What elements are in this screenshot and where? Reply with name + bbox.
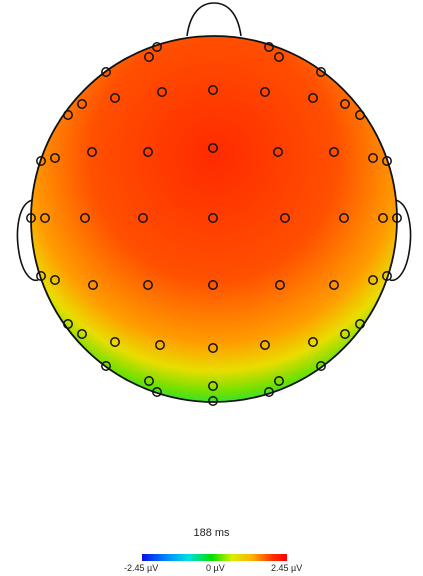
electrode-marker bbox=[88, 280, 98, 290]
electrode-marker bbox=[144, 52, 154, 62]
electrode-marker bbox=[273, 147, 283, 157]
electrode-marker bbox=[329, 147, 339, 157]
electrode-marker bbox=[138, 213, 148, 223]
electrode-marker bbox=[355, 319, 365, 329]
color-scale-min-label: -2.45 µV bbox=[124, 563, 159, 573]
electrode-marker bbox=[152, 387, 162, 397]
electrode-marker bbox=[368, 275, 378, 285]
electrode-marker bbox=[264, 387, 274, 397]
electrode-marker bbox=[308, 93, 318, 103]
nose-outline bbox=[186, 2, 242, 37]
electrode-marker bbox=[339, 213, 349, 223]
electrode-marker bbox=[208, 213, 218, 223]
electrode-marker bbox=[77, 329, 87, 339]
head-outline bbox=[30, 35, 398, 403]
electrode-marker bbox=[208, 280, 218, 290]
electrode-marker bbox=[274, 376, 284, 386]
electrode-marker bbox=[63, 319, 73, 329]
scalp-potential-map bbox=[31, 36, 397, 402]
electrode-marker bbox=[36, 156, 46, 166]
electrode-marker bbox=[110, 93, 120, 103]
electrode-marker bbox=[368, 153, 378, 163]
electrode-marker bbox=[264, 42, 274, 52]
electrode-marker bbox=[280, 213, 290, 223]
electrode-marker bbox=[143, 147, 153, 157]
color-scale-bar bbox=[142, 554, 287, 561]
electrode-marker bbox=[316, 67, 326, 77]
electrode-marker bbox=[355, 110, 365, 120]
electrode-marker bbox=[275, 280, 285, 290]
electrode-marker bbox=[274, 52, 284, 62]
electrode-marker bbox=[155, 340, 165, 350]
electrode-marker bbox=[308, 337, 318, 347]
electrode-marker bbox=[87, 147, 97, 157]
electrode-marker bbox=[63, 110, 73, 120]
electrode-marker bbox=[260, 340, 270, 350]
electrode-marker bbox=[208, 143, 218, 153]
electrode-marker bbox=[143, 280, 153, 290]
electrode-marker bbox=[77, 99, 87, 109]
electrode-marker bbox=[50, 275, 60, 285]
electrode-marker bbox=[101, 67, 111, 77]
electrode-marker bbox=[26, 213, 36, 223]
electrode-marker bbox=[101, 361, 111, 371]
electrode-marker bbox=[110, 337, 120, 347]
latency-label: 188 ms bbox=[193, 527, 230, 539]
electrode-marker bbox=[208, 381, 218, 391]
electrode-marker bbox=[80, 213, 90, 223]
electrode-marker bbox=[208, 343, 218, 353]
electrode-marker bbox=[36, 271, 46, 281]
electrode-marker bbox=[208, 396, 218, 406]
electrode-marker bbox=[157, 87, 167, 97]
electrode-marker bbox=[144, 376, 154, 386]
electrode-marker bbox=[152, 42, 162, 52]
electrode-marker bbox=[208, 85, 218, 95]
electrode-marker bbox=[260, 87, 270, 97]
electrode-markers bbox=[26, 42, 402, 406]
electrode-marker bbox=[40, 213, 50, 223]
electrode-marker bbox=[378, 213, 388, 223]
electrode-marker bbox=[392, 213, 402, 223]
color-scale-max-label: 2.45 µV bbox=[271, 563, 303, 573]
electrode-marker bbox=[382, 271, 392, 281]
color-scale-mid-label: 0 µV bbox=[206, 563, 225, 573]
electrode-marker bbox=[316, 361, 326, 371]
right-ear-outline bbox=[389, 199, 412, 282]
electrode-marker bbox=[340, 99, 350, 109]
electrode-marker bbox=[329, 280, 339, 290]
electrode-marker bbox=[50, 153, 60, 163]
left-ear-outline bbox=[16, 199, 39, 282]
electrode-marker bbox=[382, 156, 392, 166]
electrode-marker bbox=[340, 329, 350, 339]
